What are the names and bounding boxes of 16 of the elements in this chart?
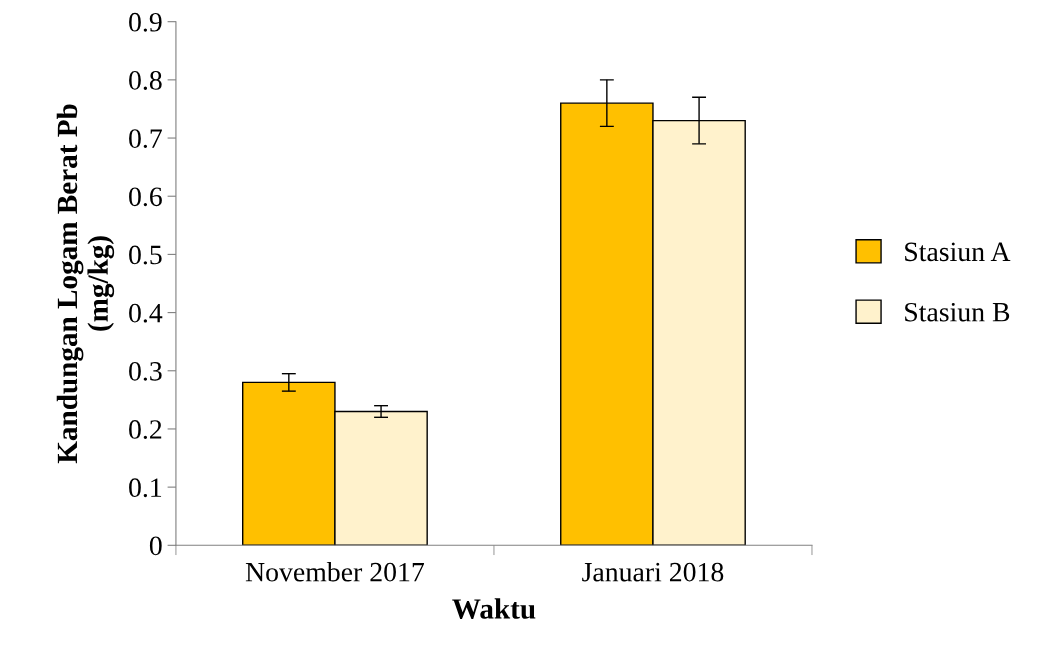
y-axis-title: Kandungan Logam Berat Pb (mg/kg) — [56, 104, 115, 464]
y-tick-label: 0.4 — [129, 303, 163, 323]
legend-label: Stasiun A — [905, 242, 1011, 262]
x-tick-label: November 2017 — [245, 561, 425, 582]
y-tick-label: 0.5 — [129, 245, 162, 265]
x-axis-title: Waktu — [452, 598, 536, 619]
y-tick-label: 0 — [149, 536, 162, 556]
y-tick-label: 0.1 — [129, 478, 162, 498]
y-tick-label: 0.2 — [129, 420, 162, 439]
y-tick-label: 0.3 — [129, 361, 162, 381]
x-tick-label: Januari 2018 — [582, 562, 724, 582]
y-tick-label: 0.7 — [129, 129, 162, 149]
y-tick-label: 0.9 — [129, 12, 162, 32]
y-tick-label: 0.8 — [129, 71, 162, 90]
y-tick-label: 0.6 — [129, 187, 162, 207]
legend-label: Stasiun B — [905, 302, 1010, 322]
